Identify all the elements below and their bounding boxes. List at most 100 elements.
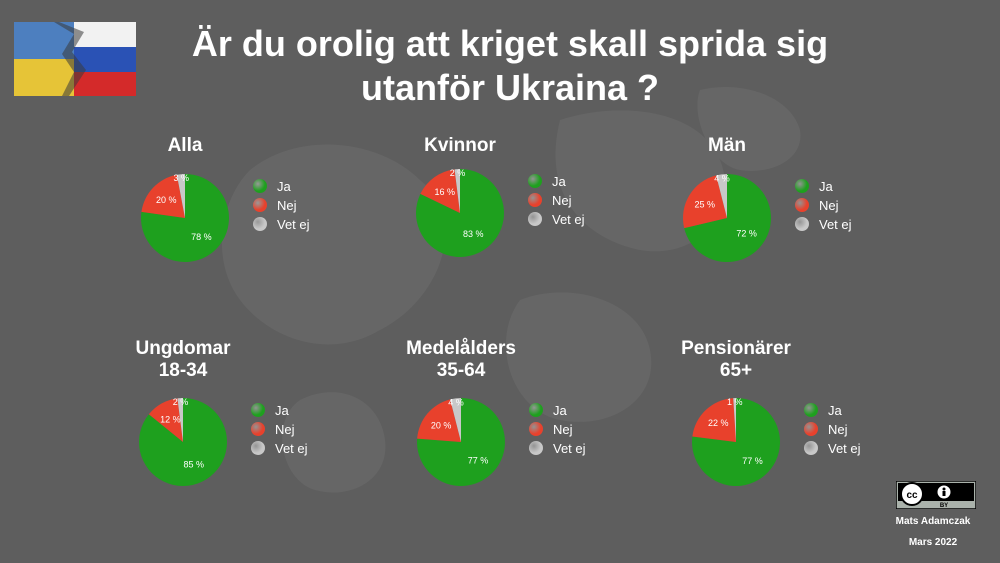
legend-swatch-icon — [528, 193, 542, 207]
pie-slice-vet-ej — [177, 398, 183, 442]
pie-chart: 72 % 25 % 4 % — [682, 173, 771, 262]
legend-item: Nej — [795, 196, 852, 215]
legend-swatch-icon — [804, 403, 818, 417]
chart-subtitle-text: 18-34 — [158, 360, 208, 381]
pie-data-label: 2 % — [450, 168, 466, 178]
pie-data-label: 3 % — [174, 173, 190, 183]
chart-title-text: Män — [708, 135, 746, 156]
pie-chart: 77 % 22 % 1 % — [692, 397, 781, 486]
flag-image — [14, 22, 136, 96]
pie-slice-vet-ej — [450, 398, 461, 442]
legend-item: Ja — [795, 177, 852, 196]
pie-slice-ja — [416, 398, 505, 486]
legend-item: Vet ej — [795, 215, 852, 234]
pie-chart: 77 % 20 % 4 % — [416, 397, 505, 486]
pie-data-label: 85 % — [183, 460, 204, 470]
pie-data-label: 25 % — [695, 200, 716, 210]
chart-legend: Ja Nej Vet ej — [528, 172, 585, 229]
legend-label: Vet ej — [277, 217, 310, 232]
chart-title-text: Alla — [167, 135, 203, 156]
chart-legend: Ja Nej Vet ej — [804, 401, 861, 458]
pie-data-label: 72 % — [736, 229, 757, 239]
svg-text:cc: cc — [906, 490, 918, 501]
pie-chart: 78 % 20 % 3 % — [140, 173, 229, 262]
chart-title-text: Ungdomar — [135, 338, 231, 359]
pie-slice-nej — [682, 175, 727, 229]
legend-item: Nej — [251, 420, 308, 439]
legend-swatch-icon — [251, 441, 265, 455]
pie-data-label: 20 % — [156, 195, 177, 205]
legend-item: Ja — [528, 172, 585, 191]
legend-label: Vet ej — [828, 441, 861, 456]
chart-legend: Ja Nej Vet ej — [529, 401, 586, 458]
pie-data-label: 4 % — [714, 173, 730, 183]
chart-legend: Ja Nej Vet ej — [795, 177, 852, 234]
legend-label: Nej — [275, 422, 295, 437]
legend-swatch-icon — [253, 217, 267, 231]
legend-label: Ja — [553, 403, 567, 418]
legend-label: Nej — [828, 422, 848, 437]
pie-slice-ja — [692, 398, 781, 486]
pie-slice-nej — [420, 169, 460, 213]
legend-item: Nej — [253, 196, 310, 215]
cc-by-license-badge: cc BY — [896, 481, 976, 509]
pie-data-label: 20 % — [431, 420, 452, 430]
legend-item: Vet ej — [251, 439, 308, 458]
pie-data-label: 16 % — [435, 187, 456, 197]
date-credit: Mars 2022 — [908, 537, 958, 548]
license-badge-text: BY — [940, 503, 948, 509]
pie-slice-nej — [148, 398, 183, 442]
pie-slice-ja — [139, 398, 228, 486]
legend-item: Nej — [529, 420, 586, 439]
legend-label: Nej — [553, 422, 573, 437]
pie-data-label: 2 % — [173, 397, 189, 407]
legend-item: Vet ej — [529, 439, 586, 458]
legend-label: Ja — [275, 403, 289, 418]
pie-slice-vet-ej — [733, 398, 736, 442]
pie-data-label: 4 % — [448, 397, 464, 407]
chart-legend: Ja Nej Vet ej — [253, 177, 310, 234]
legend-swatch-icon — [528, 174, 542, 188]
chart-title: Män — [647, 135, 807, 157]
cc-icon — [900, 482, 924, 506]
pie-chart: 83 % 16 % 2 % — [415, 168, 504, 257]
pie-data-label: 83 % — [463, 229, 484, 239]
legend-item: Vet ej — [804, 439, 861, 458]
legend-swatch-icon — [795, 217, 809, 231]
legend-label: Nej — [819, 198, 839, 213]
legend-label: Nej — [277, 198, 297, 213]
legend-swatch-icon — [529, 403, 543, 417]
pie-slice-nej — [141, 174, 185, 218]
legend-swatch-icon — [253, 179, 267, 193]
chart-subtitle-text: 35-64 — [436, 360, 486, 381]
legend-label: Vet ej — [552, 212, 585, 227]
chart-title-text: Medelålders — [406, 338, 516, 359]
author-credit: Mats Adamczak — [895, 516, 971, 527]
pie-slice-vet-ej — [454, 169, 460, 213]
chart-legend: Ja Nej Vet ej — [251, 401, 308, 458]
pie-data-label: 1 % — [727, 397, 743, 407]
legend-label: Vet ej — [275, 441, 308, 456]
legend-swatch-icon — [253, 198, 267, 212]
legend-item: Ja — [529, 401, 586, 420]
legend-label: Ja — [819, 179, 833, 194]
legend-label: Ja — [552, 174, 566, 189]
chart-title: Alla — [105, 135, 265, 157]
legend-item: Ja — [804, 401, 861, 420]
chart-title: Medelålders 35-64 — [381, 338, 541, 382]
legend-swatch-icon — [804, 441, 818, 455]
chart-title: Ungdomar 18-34 — [103, 338, 263, 382]
legend-swatch-icon — [795, 179, 809, 193]
legend-label: Ja — [828, 403, 842, 418]
pie-slice-ja — [415, 169, 504, 257]
legend-item: Nej — [528, 191, 585, 210]
pie-data-label: 22 % — [708, 418, 729, 428]
pie-slice-ja — [140, 174, 229, 262]
legend-swatch-icon — [528, 212, 542, 226]
legend-swatch-icon — [804, 422, 818, 436]
legend-label: Nej — [552, 193, 572, 208]
pie-slice-ja — [684, 174, 771, 262]
legend-swatch-icon — [795, 198, 809, 212]
legend-item: Ja — [251, 401, 308, 420]
